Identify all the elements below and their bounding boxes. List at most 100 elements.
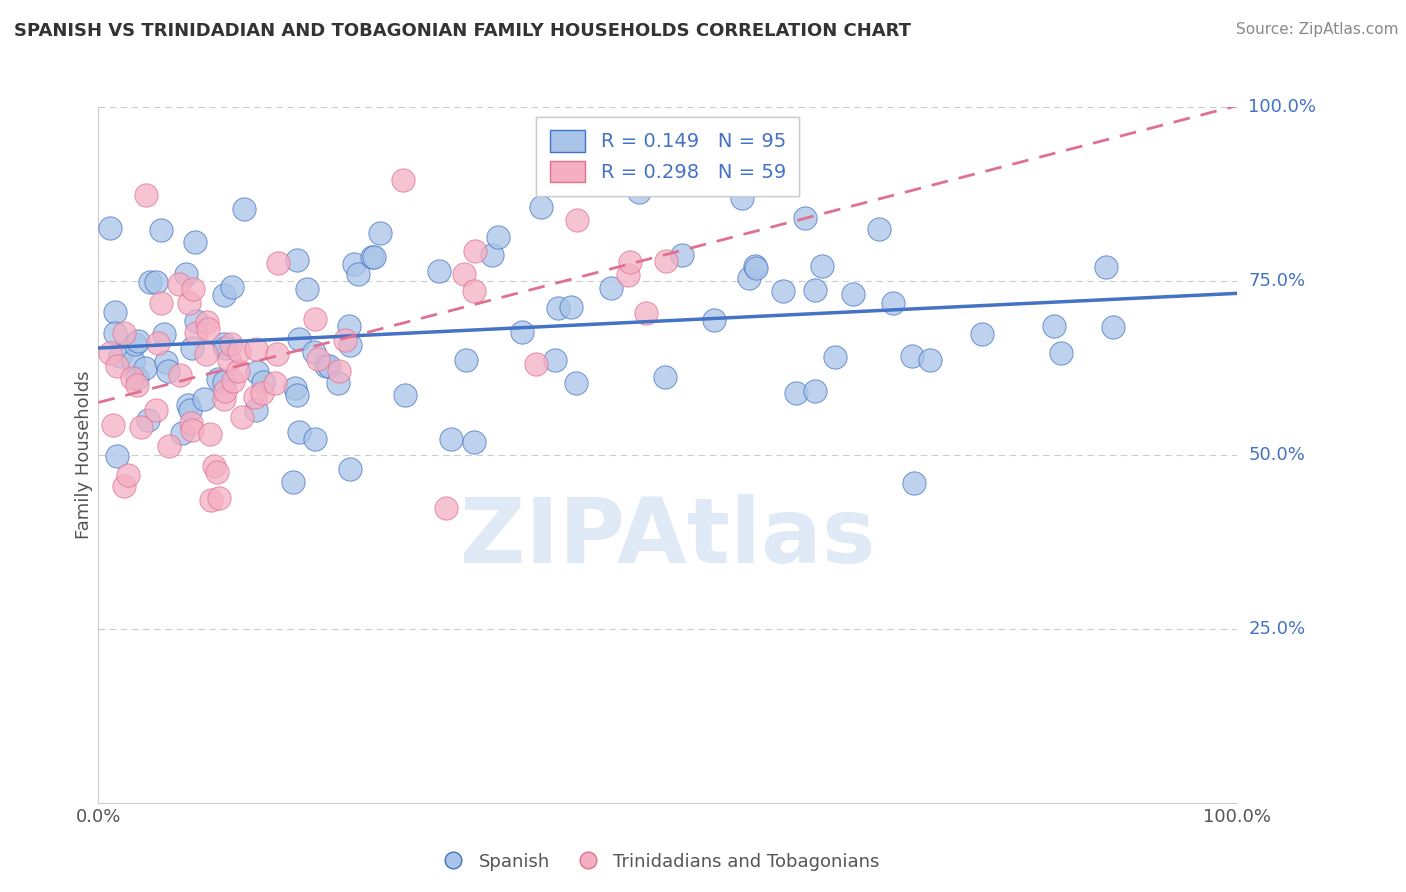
Point bbox=[634, 306, 657, 320]
Point bbox=[214, 375, 236, 389]
Point bbox=[157, 439, 180, 453]
Point bbox=[136, 413, 159, 427]
Point bbox=[454, 353, 477, 368]
Legend: R = 0.149   N = 95, R = 0.298   N = 59: R = 0.149 N = 95, R = 0.298 N = 59 bbox=[536, 117, 800, 196]
Point bbox=[824, 350, 846, 364]
Point bbox=[156, 364, 179, 378]
Point bbox=[901, 349, 924, 363]
Point bbox=[920, 353, 942, 368]
Text: SPANISH VS TRINIDADIAN AND TOBAGONIAN FAMILY HOUSEHOLDS CORRELATION CHART: SPANISH VS TRINIDADIAN AND TOBAGONIAN FA… bbox=[14, 22, 911, 40]
Point bbox=[363, 250, 385, 264]
Point bbox=[145, 403, 167, 417]
Point bbox=[654, 369, 676, 384]
Point bbox=[146, 336, 169, 351]
Point bbox=[135, 188, 157, 202]
Point bbox=[112, 326, 135, 340]
Point bbox=[193, 392, 215, 406]
Point bbox=[868, 222, 890, 236]
Point bbox=[212, 392, 235, 406]
Y-axis label: Family Households: Family Households bbox=[75, 371, 93, 539]
Text: ZIPAtlas: ZIPAtlas bbox=[460, 494, 876, 582]
Text: 100.0%: 100.0% bbox=[1249, 98, 1316, 116]
Point bbox=[105, 359, 128, 373]
Point bbox=[181, 282, 204, 296]
Point bbox=[245, 343, 267, 357]
Point bbox=[785, 386, 807, 401]
Point bbox=[233, 202, 256, 217]
Text: 75.0%: 75.0% bbox=[1249, 272, 1306, 290]
Point bbox=[600, 280, 623, 294]
Point bbox=[176, 268, 198, 282]
Point bbox=[263, 376, 285, 391]
Point bbox=[200, 492, 222, 507]
Point bbox=[703, 312, 725, 326]
Point bbox=[172, 425, 194, 440]
Point bbox=[104, 305, 127, 319]
Point bbox=[250, 385, 273, 400]
Point bbox=[288, 425, 311, 439]
Point bbox=[337, 318, 360, 333]
Point bbox=[970, 326, 993, 341]
Point bbox=[284, 381, 307, 395]
Point bbox=[197, 322, 219, 336]
Point bbox=[226, 364, 249, 378]
Point bbox=[295, 282, 318, 296]
Point bbox=[368, 226, 391, 240]
Point bbox=[101, 417, 124, 432]
Point bbox=[214, 342, 236, 356]
Point bbox=[560, 301, 582, 315]
Point bbox=[903, 475, 925, 490]
Point bbox=[184, 313, 207, 327]
Point bbox=[194, 347, 217, 361]
Point bbox=[547, 301, 569, 316]
Point bbox=[243, 390, 266, 404]
Point bbox=[169, 368, 191, 383]
Point bbox=[100, 346, 122, 360]
Point bbox=[671, 248, 693, 262]
Point bbox=[218, 352, 240, 367]
Point bbox=[207, 465, 229, 479]
Point bbox=[110, 350, 132, 364]
Point bbox=[304, 344, 326, 359]
Point bbox=[202, 458, 225, 473]
Text: 50.0%: 50.0% bbox=[1249, 446, 1305, 464]
Point bbox=[287, 252, 309, 267]
Point bbox=[335, 333, 357, 347]
Point bbox=[339, 461, 361, 475]
Point bbox=[486, 230, 509, 244]
Point bbox=[121, 370, 143, 384]
Point bbox=[246, 365, 269, 379]
Point bbox=[212, 337, 235, 351]
Text: 25.0%: 25.0% bbox=[1249, 620, 1306, 638]
Point bbox=[655, 253, 678, 268]
Point bbox=[214, 384, 236, 399]
Point bbox=[112, 479, 135, 493]
Point bbox=[131, 419, 153, 434]
Point bbox=[167, 277, 190, 291]
Point bbox=[124, 336, 146, 351]
Point bbox=[810, 260, 832, 274]
Point bbox=[125, 377, 148, 392]
Point bbox=[105, 449, 128, 463]
Point bbox=[744, 259, 766, 273]
Text: Source: ZipAtlas.com: Source: ZipAtlas.com bbox=[1236, 22, 1399, 37]
Point bbox=[228, 343, 250, 358]
Point bbox=[155, 355, 177, 369]
Point bbox=[145, 275, 167, 289]
Point bbox=[318, 359, 340, 373]
Point bbox=[186, 326, 208, 340]
Point bbox=[181, 342, 204, 356]
Point bbox=[360, 251, 382, 265]
Point bbox=[222, 374, 245, 388]
Point bbox=[544, 353, 567, 368]
Point bbox=[803, 384, 825, 398]
Point bbox=[510, 325, 533, 339]
Point bbox=[463, 284, 485, 298]
Point bbox=[744, 260, 766, 275]
Point bbox=[619, 254, 641, 268]
Point bbox=[464, 244, 486, 258]
Point bbox=[564, 144, 586, 158]
Point bbox=[328, 363, 350, 377]
Point bbox=[326, 376, 349, 391]
Point bbox=[304, 432, 326, 446]
